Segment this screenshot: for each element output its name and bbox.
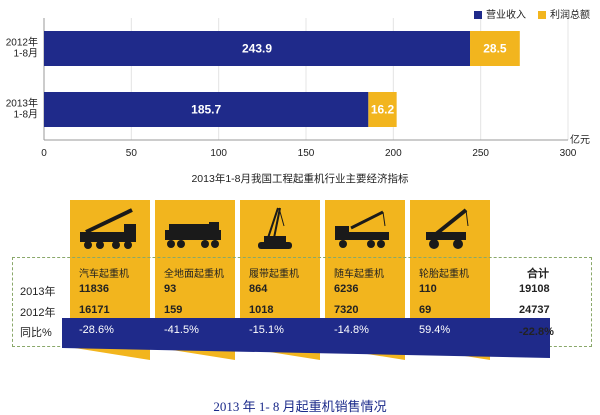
value-2013: 864 [249, 283, 268, 295]
total-label: 合计 [527, 268, 549, 280]
total-2012: 24737 [519, 304, 550, 316]
value-2012: 1018 [249, 304, 274, 316]
value-2012: 7320 [334, 304, 359, 316]
crawler-crane-icon [258, 207, 292, 249]
bar-segment [44, 31, 471, 66]
chart-title: 2013年1-8月我国工程起重机行业主要经济指标 [191, 173, 409, 185]
x-axis-unit: 亿元 [570, 135, 590, 146]
x-tick-label: 0 [41, 148, 47, 159]
all-terrain-crane-icon [165, 222, 221, 248]
value-2012: 159 [164, 304, 183, 316]
value-yoy: -41.5% [164, 324, 199, 336]
truck-crane-icon [80, 208, 136, 249]
row-label-yoy: 同比% [20, 327, 52, 339]
category-all-terrain-crane: 全地面起重机 [164, 269, 224, 280]
truck-mounted-crane-icon [335, 210, 389, 248]
bar-segment [368, 92, 397, 127]
y-category-label: 1-8月 [14, 48, 38, 60]
row-label-2013: 2013年 [20, 286, 56, 298]
legend-item-profit: 利润总额 [538, 6, 590, 21]
category-truck-crane: 汽车起重机 [79, 269, 129, 280]
legend-item-revenue: 营业收入 [474, 6, 526, 21]
value-yoy: -14.8% [334, 324, 369, 336]
bar-data-label: 28.5 [483, 42, 507, 56]
value-2012: 69 [419, 304, 432, 316]
value-2012: 16171 [79, 304, 110, 316]
value-yoy: -15.1% [249, 324, 284, 336]
figure-caption: 2013 年 1- 8 月起重机销售情况 [213, 399, 387, 414]
bar-data-label: 185.7 [191, 103, 221, 117]
total-2013: 19108 [519, 283, 550, 295]
x-tick-label: 250 [472, 148, 489, 159]
bar-segment [470, 31, 520, 66]
y-category-label: 1-8月 [14, 109, 38, 121]
x-tick-label: 50 [126, 148, 138, 159]
bar-segment [44, 92, 369, 127]
chart-legend: 营业收入 利润总额 [474, 6, 590, 21]
category-crawler-crane: 履带起重机 [249, 269, 299, 280]
rough-terrain-crane-icon [426, 208, 469, 249]
value-2013: 110 [419, 283, 437, 295]
bar-data-label: 16.2 [371, 103, 395, 117]
value-yoy: -28.6% [79, 324, 114, 336]
x-tick-label: 300 [560, 148, 577, 159]
y-category-label: 2012年 [6, 36, 38, 49]
x-tick-label: 150 [298, 148, 315, 159]
x-tick-label: 200 [385, 148, 402, 159]
total-yoy: -22.8% [519, 326, 554, 338]
value-2013: 6236 [334, 283, 359, 295]
bar-data-label: 243.9 [242, 42, 272, 56]
y-category-label: 2013年 [6, 97, 38, 110]
value-yoy: 59.4% [419, 324, 451, 336]
category-rough-terrain-crane: 轮胎起重机 [419, 269, 469, 280]
category-truck-mounted-crane: 随车起重机 [334, 269, 384, 280]
row-label-2012: 2012年 [20, 307, 56, 319]
x-tick-label: 100 [210, 148, 227, 159]
value-2013: 11836 [79, 283, 109, 295]
value-2013: 93 [164, 283, 177, 295]
